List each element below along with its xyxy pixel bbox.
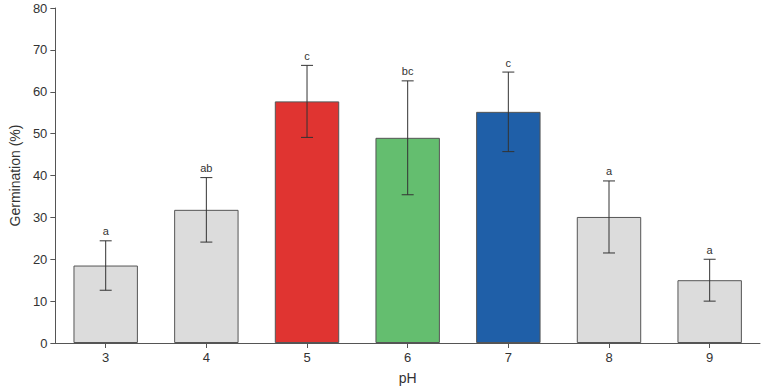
svg-text:ab: ab (200, 162, 212, 174)
svg-text:c: c (506, 57, 512, 69)
svg-text:50: 50 (33, 126, 47, 141)
svg-text:5: 5 (303, 350, 310, 365)
svg-text:6: 6 (404, 350, 411, 365)
svg-text:3: 3 (102, 350, 109, 365)
svg-text:4: 4 (203, 350, 210, 365)
svg-text:40: 40 (33, 168, 47, 183)
svg-text:60: 60 (33, 84, 47, 99)
svg-text:a: a (707, 244, 714, 256)
svg-text:9: 9 (706, 350, 713, 365)
svg-text:20: 20 (33, 252, 47, 267)
svg-text:bc: bc (402, 65, 414, 77)
svg-text:8: 8 (605, 350, 612, 365)
svg-text:pH: pH (399, 370, 417, 386)
svg-text:Germination (%): Germination (%) (7, 125, 23, 227)
svg-text:7: 7 (505, 350, 512, 365)
svg-text:70: 70 (33, 42, 47, 57)
svg-text:0: 0 (40, 336, 47, 351)
svg-text:a: a (606, 165, 613, 177)
svg-text:a: a (103, 225, 110, 237)
svg-text:c: c (304, 50, 310, 62)
svg-text:10: 10 (33, 294, 47, 309)
svg-text:80: 80 (33, 1, 47, 16)
svg-text:30: 30 (33, 210, 47, 225)
